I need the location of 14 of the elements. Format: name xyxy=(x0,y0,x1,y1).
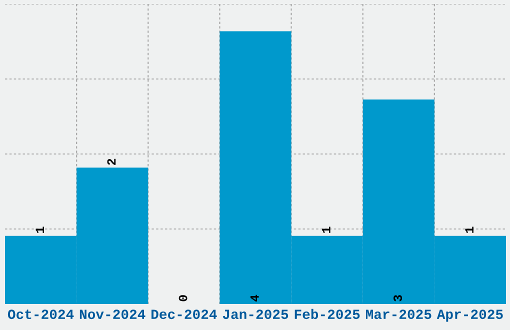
data-label: 1 xyxy=(465,226,474,233)
x-tick-label: Jan-2025 xyxy=(222,310,288,320)
x-tick-label: Nov-2024 xyxy=(80,310,146,320)
data-label: 1 xyxy=(36,226,44,233)
data-label: 0 xyxy=(178,295,188,302)
x-tick-label: Dec-2024 xyxy=(152,310,217,320)
x-tick-label: Oct-2024 xyxy=(8,310,74,320)
x-tick-label: Mar-2025 xyxy=(366,310,432,320)
data-label: 2 xyxy=(107,158,116,165)
data-label: 1 xyxy=(322,226,330,233)
x-tick-label: Feb-2025 xyxy=(294,308,360,320)
x-tick-label: Apr-2025 xyxy=(436,310,503,322)
data-label: 4 xyxy=(250,294,259,302)
data-label: 3 xyxy=(394,295,402,302)
